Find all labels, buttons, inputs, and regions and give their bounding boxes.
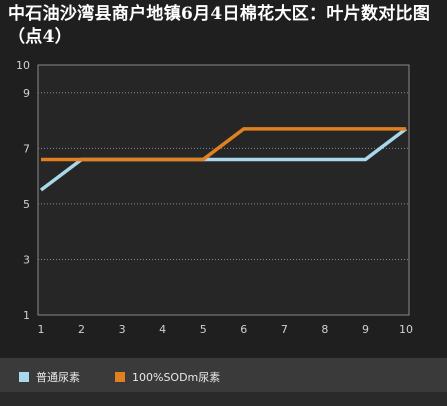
- legend-label-series-2: 100%SODm尿素: [132, 371, 221, 384]
- x-axis-ticks: 1 2 3 4 5 6 7 8 9 10: [38, 323, 414, 336]
- y-tick-label: 10: [16, 59, 30, 72]
- y-tick-label: 1: [23, 309, 30, 322]
- legend-label-series-1: 普通尿素: [36, 371, 80, 384]
- y-tick-label: 5: [23, 198, 30, 211]
- x-tick-label: 8: [321, 323, 328, 336]
- y-tick-label: 3: [23, 253, 30, 266]
- x-tick-label: 6: [240, 323, 247, 336]
- x-tick-label: 7: [281, 323, 288, 336]
- x-tick-label: 1: [38, 323, 45, 336]
- chart-title: 中石油沙湾县商户地镇6月4日棉花大区：叶片数对比图（点4）: [8, 4, 431, 47]
- grid-lines: [38, 92, 409, 260]
- x-tick-label: 2: [78, 323, 85, 336]
- legend-swatch-series-1: [19, 372, 29, 382]
- y-tick-label: 9: [23, 87, 30, 100]
- legend-swatch-series-2: [115, 372, 125, 382]
- legend-item-series-1[interactable]: 普通尿素: [19, 370, 80, 384]
- x-tick-label: 4: [159, 323, 166, 336]
- legend-item-series-2[interactable]: 100%SODm尿素: [115, 370, 220, 384]
- footer-strip: [0, 392, 447, 406]
- series-line-2: [41, 127, 406, 162]
- y-tick-label: 7: [23, 142, 30, 155]
- legend: 普通尿素 100%SODm尿素: [0, 358, 447, 392]
- x-tick-label: 3: [119, 323, 126, 336]
- plot-area: [37, 64, 410, 316]
- x-tick-label: 10: [399, 323, 413, 336]
- x-tick-label: 5: [200, 323, 207, 336]
- y-axis-ticks: 1 3 5 7 9 10: [16, 59, 30, 322]
- series-lines: [39, 127, 408, 192]
- line-chart: 1 3 5 7 9 10 1 2 3 4 5 6 7 8 9 10: [16, 59, 414, 336]
- x-tick-label: 9: [362, 323, 369, 336]
